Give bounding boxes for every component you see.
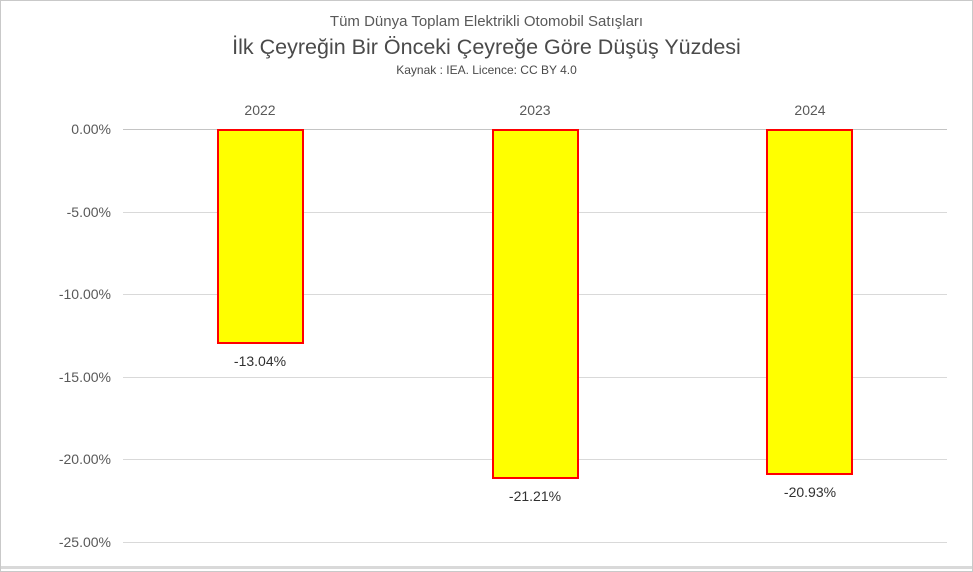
gridline: [123, 542, 947, 543]
y-axis-tick-label: -5.00%: [66, 204, 111, 220]
y-axis-tick-label: 0.00%: [71, 121, 111, 137]
chart-source-note: Kaynak : IEA. Licence: CC BY 4.0: [396, 63, 577, 77]
chart-subtitle: Tüm Dünya Toplam Elektrikli Otomobil Sat…: [329, 13, 644, 30]
bottom-border-rule: [1, 566, 972, 569]
category-label-2023: 2023: [519, 102, 551, 118]
category-label-2022: 2022: [244, 102, 276, 118]
y-axis-tick-label: -25.00%: [58, 534, 111, 550]
category-label-2024: 2024: [794, 102, 826, 118]
data-label-2022: -13.04%: [233, 353, 287, 369]
bar-2022: [217, 129, 304, 344]
data-label-2023: -21.21%: [508, 488, 562, 504]
y-axis-tick-label: -15.00%: [58, 369, 111, 385]
chart-title: İlk Çeyreğin Bir Önceki Çeyreğe Göre Düş…: [232, 35, 741, 59]
bar-2024: [766, 129, 853, 475]
bar-2023: [492, 129, 579, 479]
y-axis-tick-label: -20.00%: [58, 451, 111, 467]
chart-header: Tüm Dünya Toplam Elektrikli Otomobil Sat…: [1, 11, 972, 78]
plot-area: 2022 -13.04% 2023 -21.21% 2024 -20.93%: [123, 102, 947, 543]
data-label-2024: -20.93%: [783, 484, 837, 500]
y-axis-tick-label: -10.00%: [58, 286, 111, 302]
